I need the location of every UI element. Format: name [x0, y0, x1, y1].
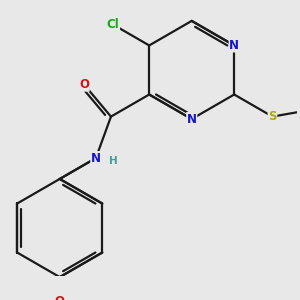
Text: S: S — [268, 110, 277, 123]
Text: N: N — [229, 39, 239, 52]
Text: N: N — [91, 152, 101, 165]
Text: N: N — [187, 112, 197, 125]
Text: H: H — [109, 155, 117, 166]
Text: O: O — [55, 295, 65, 300]
Text: O: O — [79, 78, 89, 91]
Text: Cl: Cl — [107, 18, 119, 31]
